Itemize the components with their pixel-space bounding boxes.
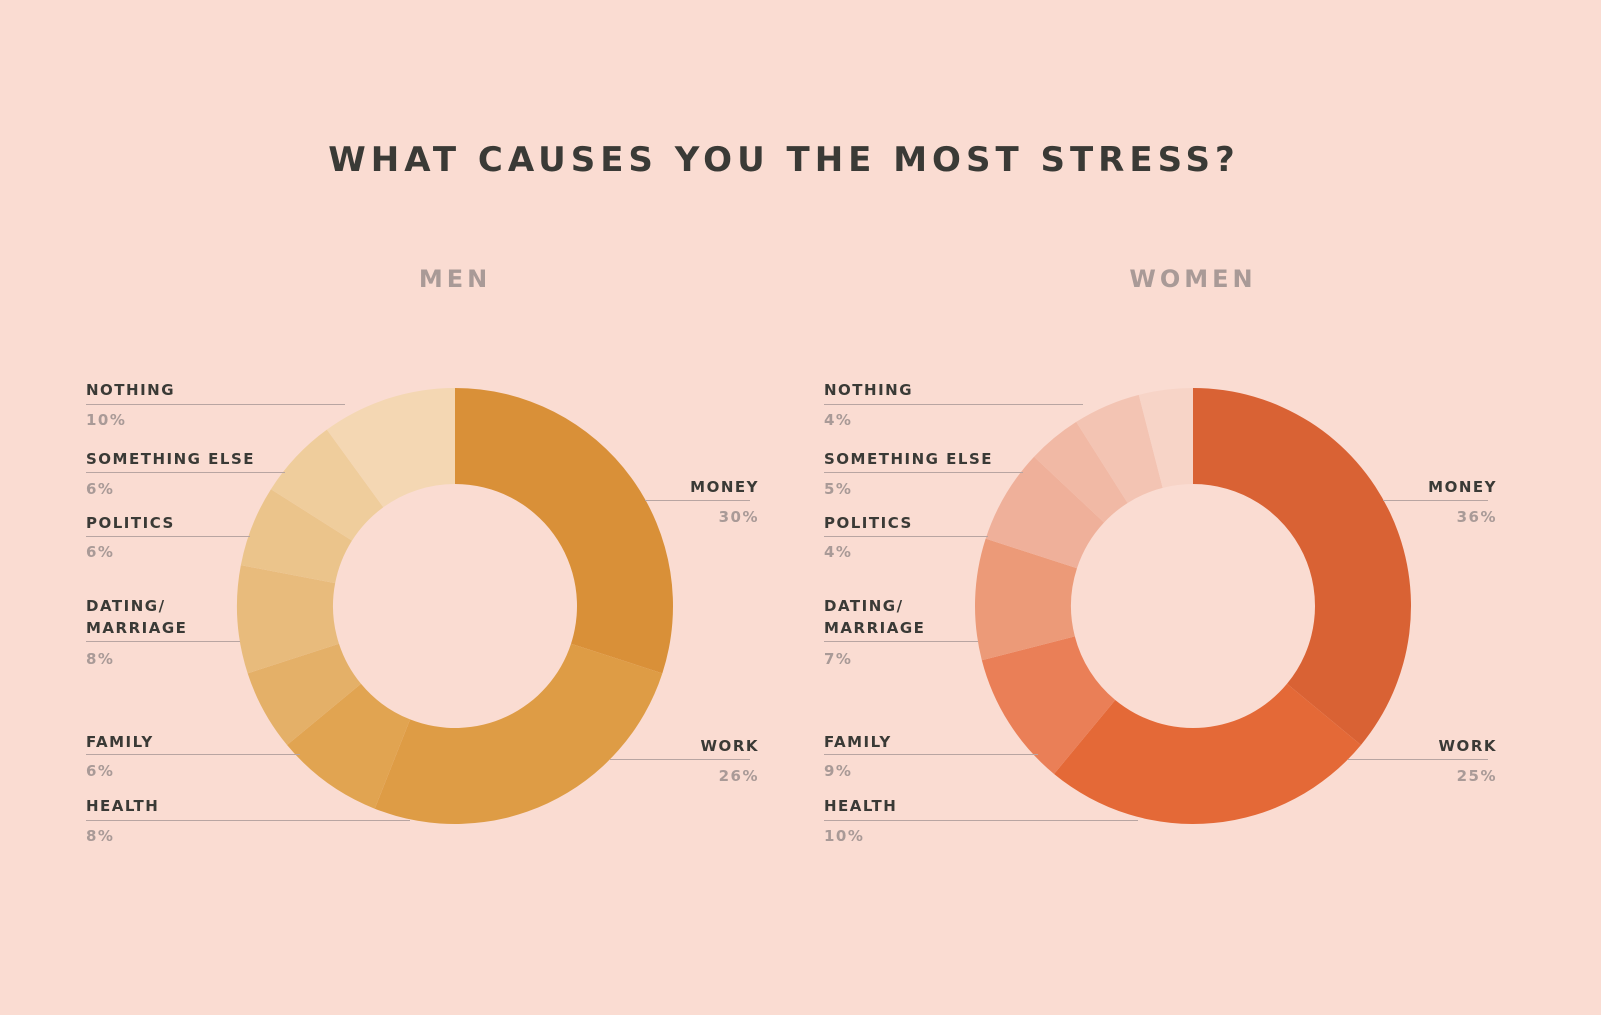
slice-family [247,643,361,745]
men-subtitle: MEN [418,265,492,293]
slice-politics [240,489,352,584]
slice-dating-marriage [236,565,339,674]
percent-label: 10% [86,411,127,429]
percent-label: 10% [824,827,865,845]
slice-politics [1034,421,1128,523]
leader-line [86,754,300,755]
leader-line [824,820,1138,821]
leader-line [86,472,285,473]
percent-label: 4% [824,543,853,561]
slice-work [1054,683,1361,824]
slice-health [981,636,1116,774]
leader-line [610,759,750,760]
slice-family [975,538,1077,661]
category-label: WORK [1438,737,1497,755]
percent-label: 6% [86,762,115,780]
percent-label: 5% [824,480,853,498]
leader-line [1383,500,1488,501]
category-label: POLITICS [824,514,913,532]
category-label: DATING/MARRIAGE [86,597,188,637]
slice-something-else [270,429,384,541]
category-label: NOTHING [86,381,176,399]
percent-label: 26% [718,767,759,785]
percent-label: 8% [86,650,115,668]
percent-label: 30% [718,508,759,526]
percent-label: 9% [824,762,853,780]
slice-nothing [1138,388,1193,488]
chart-title: WHAT CAUSES YOU THE MOST STRESS? [328,140,1240,180]
slice-health [287,683,411,809]
slice-money [455,388,673,674]
category-label: HEALTH [86,797,160,815]
leader-line [824,404,1083,405]
category-label: FAMILY [824,733,892,751]
category-label: DATING/MARRIAGE [824,597,926,637]
slice-money [1193,388,1411,745]
leader-line [86,641,240,642]
leader-line [1348,759,1488,760]
percent-label: 8% [86,827,115,845]
slice-nothing [326,388,455,508]
slice-something-else [1076,394,1163,503]
category-label: SOMETHING ELSE [824,450,994,468]
slice-dating-marriage [985,456,1105,569]
category-label: MONEY [1428,478,1497,496]
category-label: HEALTH [824,797,898,815]
slice-work [374,643,663,825]
percent-label: 4% [824,411,853,429]
percent-label: 6% [86,543,115,561]
women-subtitle: WOMEN [1129,265,1257,293]
category-label: WORK [700,737,759,755]
percent-label: 6% [86,480,115,498]
category-label: FAMILY [86,733,154,751]
category-label: MONEY [690,478,759,496]
leader-line [86,536,250,537]
category-label: POLITICS [86,514,175,532]
percent-label: 36% [1456,508,1497,526]
leader-line [86,820,410,821]
percent-label: 7% [824,650,853,668]
category-label: NOTHING [824,381,914,399]
leader-line [86,404,345,405]
leader-line [824,536,988,537]
leader-line [824,641,978,642]
leader-line [645,500,750,501]
leader-line [824,472,1023,473]
percent-label: 25% [1456,767,1497,785]
leader-line [824,754,1038,755]
category-label: SOMETHING ELSE [86,450,256,468]
